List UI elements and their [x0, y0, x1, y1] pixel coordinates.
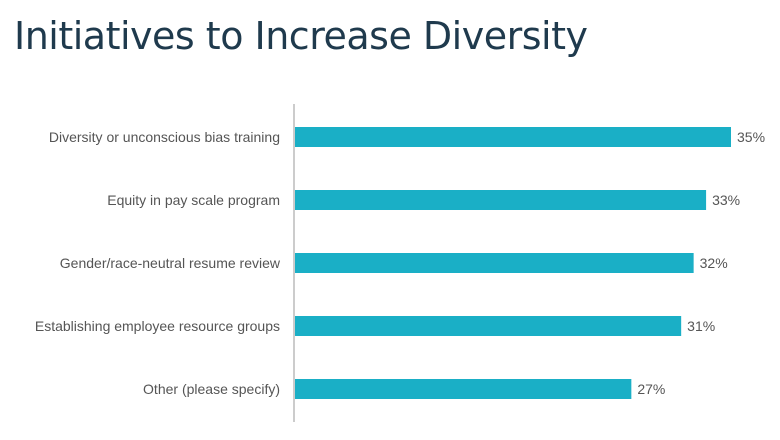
category-label: Establishing employee resource groups [35, 318, 280, 334]
value-label: 33% [712, 192, 740, 208]
category-label: Equity in pay scale program [107, 192, 280, 208]
chart-title: Initiatives to Increase Diversity [14, 14, 588, 58]
bar [295, 379, 632, 399]
value-label: 32% [700, 255, 728, 271]
bars-group: Diversity or unconscious bias training 35… [35, 127, 765, 399]
value-label: 31% [687, 318, 715, 334]
category-label: Gender/race-neutral resume review [60, 255, 281, 271]
value-label: 27% [637, 381, 665, 397]
value-label: 35% [737, 129, 765, 145]
category-label: Diversity or unconscious bias training [49, 129, 280, 145]
bar [295, 127, 731, 147]
bar [295, 190, 707, 210]
bar [295, 253, 694, 273]
bar [295, 316, 682, 336]
category-label: Other (please specify) [143, 381, 280, 397]
